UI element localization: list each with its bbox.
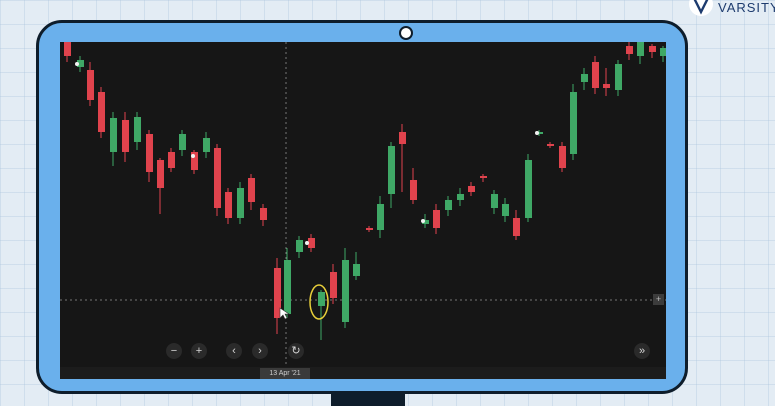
highlight-ellipse (309, 284, 329, 320)
candle-body (274, 268, 281, 318)
candle-body (603, 84, 610, 88)
zoom-out-button[interactable]: − (166, 343, 182, 359)
candle-body (168, 152, 175, 168)
candle-body (547, 144, 554, 146)
candle-body (410, 180, 417, 200)
candle-body (87, 70, 94, 100)
candle-body (649, 46, 656, 52)
candle-body (366, 228, 373, 230)
candle-body (225, 192, 232, 218)
time-axis (60, 367, 666, 379)
candle-body (191, 152, 198, 170)
brand-name: VARSITY (718, 0, 775, 15)
speech-cloud (138, 0, 278, 14)
scroll-to-latest-button[interactable]: » (634, 343, 650, 359)
cursor-icon (279, 307, 290, 320)
candle-marker (305, 241, 309, 245)
candle-body (559, 146, 566, 168)
monitor-stand (331, 394, 405, 406)
candle-body (248, 178, 255, 202)
varsity-logo-icon (689, 0, 713, 16)
crosshair-date-label: 13 Apr '21 (260, 368, 310, 379)
brand: VARSITY (688, 0, 775, 18)
candle-body (353, 264, 360, 276)
candle-body (330, 272, 337, 298)
candle-body (122, 120, 129, 152)
candle-marker (75, 62, 79, 66)
candle-body (399, 132, 406, 144)
candle-body (98, 92, 105, 132)
candle-body (64, 42, 71, 56)
candle-body (445, 200, 452, 210)
candle-body (260, 208, 267, 220)
candle-body (296, 240, 303, 252)
candle-body (203, 138, 210, 152)
candle-body (480, 176, 487, 178)
candle-body (491, 194, 498, 208)
reset-chart-button[interactable]: ↻ (288, 343, 304, 359)
candle-body (637, 42, 644, 56)
candle-body (377, 204, 384, 230)
candle-body (502, 204, 509, 216)
candle-body (157, 160, 164, 188)
candle-body (457, 194, 464, 200)
chart-screen: + − + ‹ › ↻ » 13 Apr '21 (60, 42, 666, 379)
candle-body (388, 146, 395, 194)
candle-marker (535, 131, 539, 135)
candle-body (237, 188, 244, 218)
candle-body (433, 210, 440, 228)
candle-body (77, 60, 84, 67)
candlestick-chart[interactable] (60, 42, 666, 379)
candle-body (570, 92, 577, 154)
candle-body (615, 64, 622, 90)
candle-body (318, 292, 325, 306)
candle-body (179, 134, 186, 150)
candle-body (308, 238, 315, 248)
candle-body (513, 218, 520, 236)
candle-body (422, 220, 429, 224)
candle-marker (191, 154, 195, 158)
candle-body (525, 160, 532, 218)
webcam-icon (399, 26, 413, 40)
candle-body (214, 148, 221, 208)
scroll-left-button[interactable]: ‹ (226, 343, 242, 359)
candle-body (146, 134, 153, 172)
candle-body (660, 48, 666, 56)
candle-body (342, 260, 349, 322)
candle-body (581, 74, 588, 82)
candle-body (592, 62, 599, 88)
candle-body (284, 260, 291, 314)
candle-body (468, 186, 475, 192)
candle-body (626, 46, 633, 54)
candle-body (134, 117, 141, 142)
scroll-right-button[interactable]: › (252, 343, 268, 359)
zoom-in-button[interactable]: + (191, 343, 207, 359)
candle-body (110, 118, 117, 152)
candle-body (536, 132, 543, 134)
candle-marker (421, 219, 425, 223)
crosshair-add-icon[interactable]: + (653, 294, 664, 305)
